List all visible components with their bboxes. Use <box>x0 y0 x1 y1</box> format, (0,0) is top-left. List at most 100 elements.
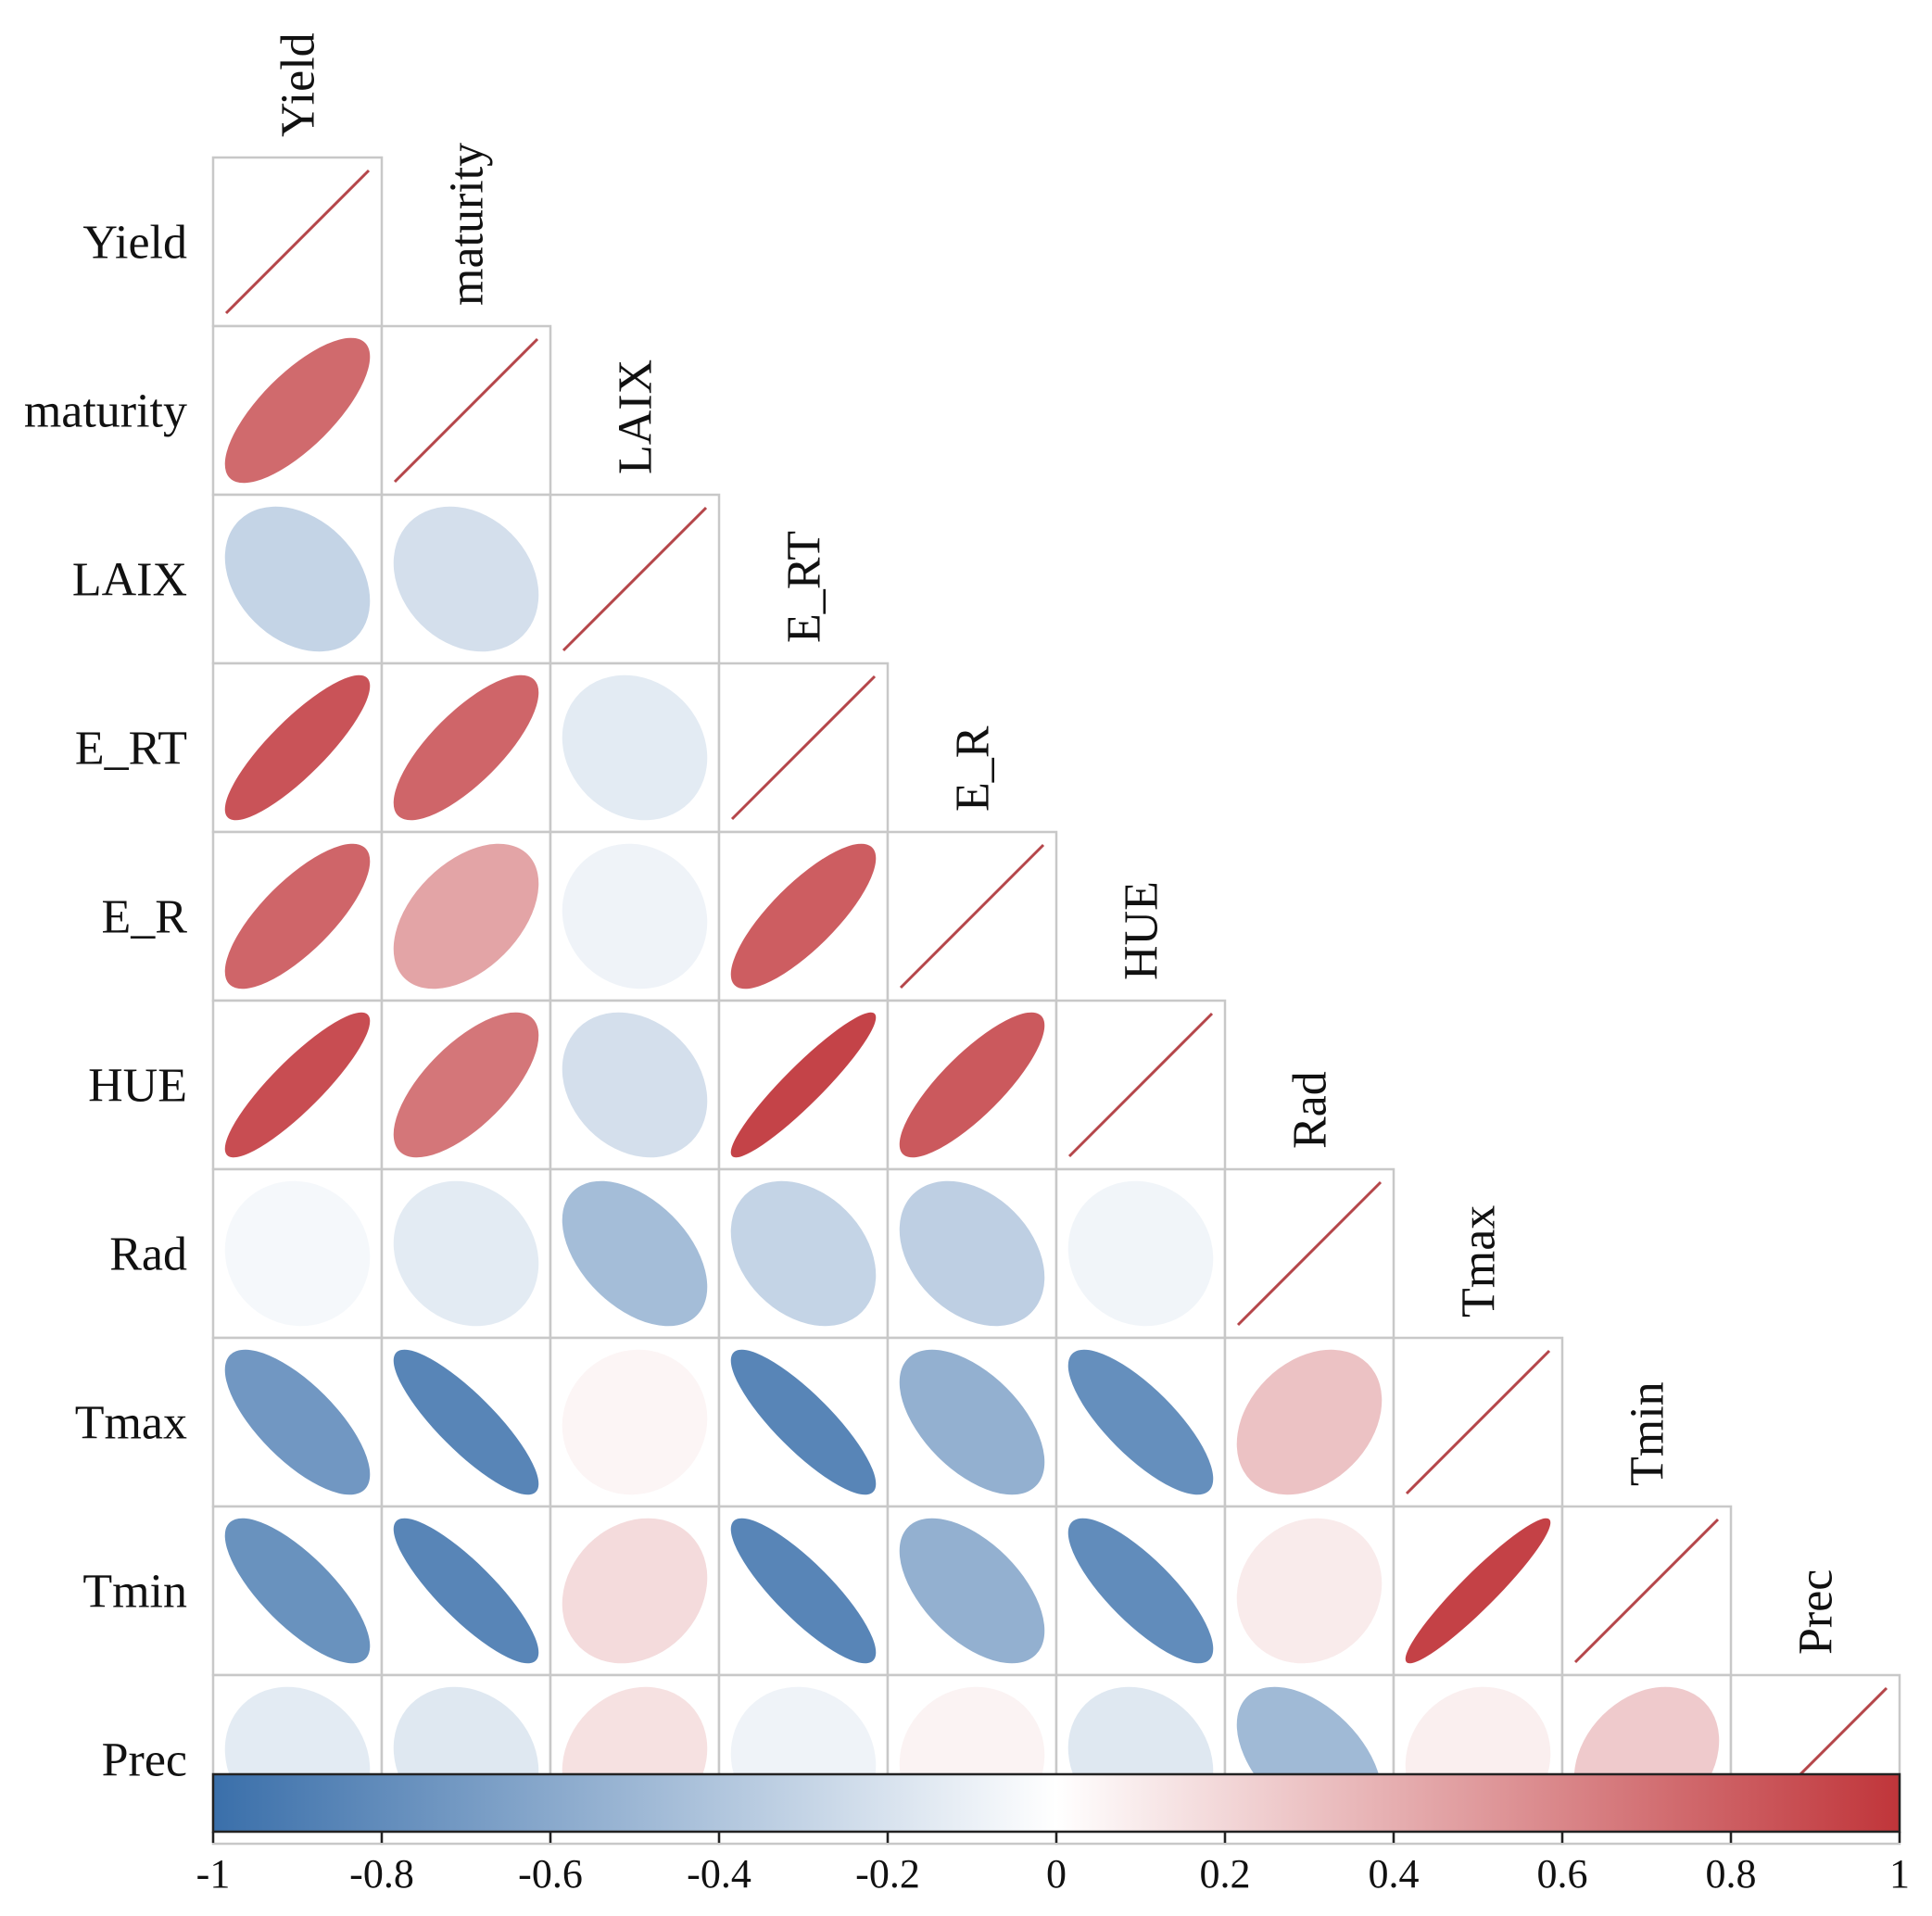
colorbar-tick-label: -0.4 <box>687 1851 751 1897</box>
colorbar-tick-label: 0.2 <box>1200 1851 1251 1897</box>
cell-Tmin-LAIX <box>549 1505 721 1677</box>
column-label-maturity: maturity <box>441 143 494 306</box>
correlation-ellipse-HUE-LAIX <box>562 1012 708 1158</box>
colorbar-tick-label: -1 <box>196 1851 231 1897</box>
matrix-cells <box>211 156 1901 1846</box>
correlation-ellipse-Tmin-HUE <box>1067 1518 1214 1664</box>
cell-Tmin-Tmax <box>1392 1505 1564 1677</box>
correlation-ellipse-Tmax-Rad <box>1236 1349 1383 1495</box>
cell-Rad-HUE <box>1054 1167 1227 1340</box>
cell-HUE-maturity <box>380 999 552 1171</box>
row-label-E_R: E_R <box>102 891 188 944</box>
cell-Yield-Yield <box>211 156 384 328</box>
column-label-HUE: HUE <box>1116 881 1168 980</box>
column-label-E_R: E_R <box>947 725 1000 812</box>
correlation-ellipse-Tmax-E_RT <box>730 1349 877 1495</box>
cell-Tmin-Yield <box>211 1505 384 1677</box>
cell-Tmin-E_RT <box>717 1505 890 1677</box>
column-label-Yield: Yield <box>272 32 325 137</box>
cell-E_R-E_RT <box>717 830 890 1002</box>
colorbar-tick-label: 1 <box>1889 1851 1910 1897</box>
correlation-ellipse-Tmin-Yield <box>224 1518 371 1664</box>
row-label-Rad: Rad <box>109 1229 187 1281</box>
correlation-ellipse-Tmin-E_R <box>899 1518 1045 1664</box>
colorbar-tick-label: -0.6 <box>518 1851 583 1897</box>
colorbar-tick-label: -0.2 <box>855 1851 920 1897</box>
diagonal-line <box>562 506 708 652</box>
colorbar-tick-label: 0 <box>1046 1851 1067 1897</box>
cell-Tmax-maturity <box>380 1336 552 1508</box>
cell-Tmax-HUE <box>1054 1336 1227 1508</box>
correlation-ellipse-Rad-LAIX <box>562 1180 708 1327</box>
correlation-ellipse-E_RT-LAIX <box>562 674 708 821</box>
cell-E_R-E_R <box>886 830 1058 1002</box>
column-label-LAIX: LAIX <box>610 359 663 474</box>
correlation-ellipse-LAIX-Yield <box>224 506 371 652</box>
row-label-Tmin: Tmin <box>82 1566 187 1619</box>
cell-Rad-E_R <box>886 1167 1058 1340</box>
correlation-ellipse-HUE-maturity <box>393 1012 539 1158</box>
cell-Rad-Yield <box>211 1167 384 1340</box>
correlation-ellipse-HUE-Yield <box>224 1012 371 1158</box>
correlation-ellipse-E_RT-Yield <box>224 674 371 821</box>
correlation-ellipse-Tmax-LAIX <box>562 1349 708 1495</box>
diagonal-line <box>1405 1349 1551 1495</box>
cell-E_R-maturity <box>380 830 552 1002</box>
correlation-ellipse-E_R-E_RT <box>730 843 877 990</box>
cell-E_RT-Yield <box>211 662 384 834</box>
correlation-ellipse-Rad-HUE <box>1067 1180 1214 1327</box>
cell-HUE-LAIX <box>549 999 721 1171</box>
correlation-ellipse-E_R-Yield <box>224 843 371 990</box>
correlation-ellipse-Rad-maturity <box>393 1180 539 1327</box>
diagonal-line <box>1236 1180 1383 1327</box>
row-label-HUE: HUE <box>88 1060 187 1113</box>
correlation-ellipse-maturity-Yield <box>224 337 371 484</box>
cell-Rad-Rad <box>1223 1167 1395 1340</box>
column-labels: Yield maturity LAIX E_RT E_R HUE Rad Tmax Tmin Pr… <box>272 32 1843 1655</box>
correlation-ellipse-Tmin-E_RT <box>730 1518 877 1664</box>
correlation-ellipse-Tmax-HUE <box>1067 1349 1214 1495</box>
diagonal-line <box>730 674 877 821</box>
correlation-ellipse-Rad-Yield <box>224 1180 371 1327</box>
correlation-ellipse-E_RT-maturity <box>393 674 539 821</box>
colorbar-gradient <box>211 1772 1901 1834</box>
cell-E_RT-LAIX <box>549 662 721 834</box>
colorbar-tick-label: 0.8 <box>1706 1851 1757 1897</box>
cell-E_RT-E_RT <box>717 662 890 834</box>
correlation-ellipse-Tmax-Yield <box>224 1349 371 1495</box>
cell-E_R-Yield <box>211 830 384 1002</box>
row-label-Prec: Prec <box>102 1734 187 1787</box>
diagonal-line <box>393 337 539 484</box>
cell-Rad-maturity <box>380 1167 552 1340</box>
correlation-ellipse-E_R-LAIX <box>562 843 708 990</box>
cell-Tmax-Rad <box>1223 1336 1395 1508</box>
diagonal-line <box>224 169 371 315</box>
cell-E_R-LAIX <box>549 830 721 1002</box>
cell-maturity-Yield <box>211 324 384 497</box>
cell-E_RT-maturity <box>380 662 552 834</box>
diagonal-line <box>1573 1518 1720 1664</box>
cell-Tmin-maturity <box>380 1505 552 1677</box>
colorbar-tick-label: 0.6 <box>1537 1851 1588 1897</box>
cell-Tmax-Tmax <box>1392 1336 1564 1508</box>
cell-LAIX-maturity <box>380 493 552 665</box>
cell-maturity-maturity <box>380 324 552 497</box>
cell-Tmin-E_R <box>886 1505 1058 1677</box>
cell-HUE-Yield <box>211 999 384 1171</box>
column-label-Tmax: Tmax <box>1453 1205 1506 1317</box>
correlation-ellipse-Tmin-maturity <box>393 1518 539 1664</box>
row-label-Yield: Yield <box>82 217 187 270</box>
correlation-ellipse-Tmin-LAIX <box>562 1518 708 1664</box>
row-labels: Yield maturity LAIX E_RT E_R HUE Rad Tmax Tmin Pr… <box>24 217 187 1787</box>
correlation-ellipse-Rad-E_RT <box>730 1180 877 1327</box>
correlation-ellipse-Tmax-maturity <box>393 1349 539 1495</box>
cell-Tmax-LAIX <box>549 1336 721 1508</box>
row-label-LAIX: LAIX <box>72 554 187 607</box>
cell-Tmin-Rad <box>1223 1505 1395 1677</box>
correlation-ellipse-LAIX-maturity <box>393 506 539 652</box>
correlation-ellipse-Tmax-E_R <box>899 1349 1045 1495</box>
correlation-ellipse-Tmin-Tmax <box>1405 1518 1551 1664</box>
row-label-Tmax: Tmax <box>75 1397 187 1450</box>
column-label-E_RT: E_RT <box>778 531 831 643</box>
